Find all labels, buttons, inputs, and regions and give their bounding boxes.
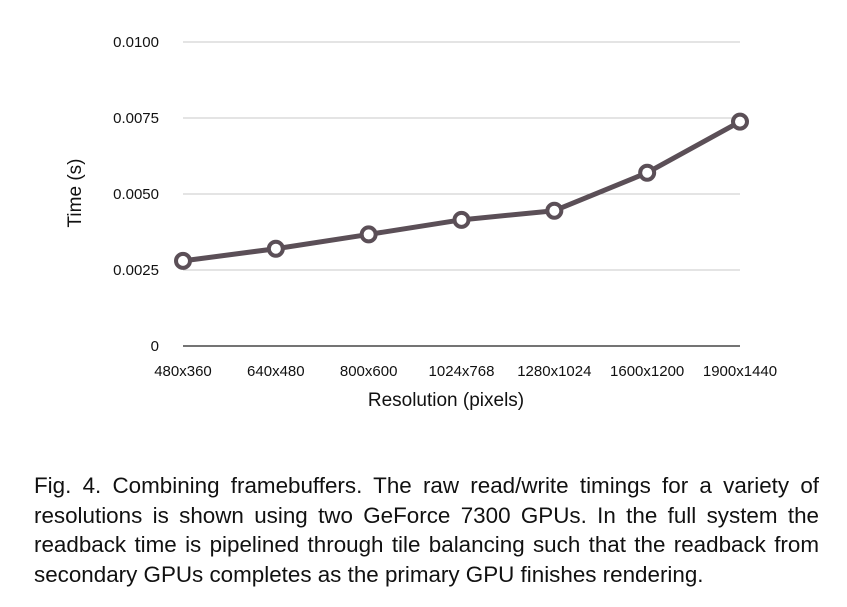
data-point: [731, 112, 749, 131]
line-chart: 0 0.0025 0.0050 0.0075 0.0100 480x360 640x480…: [65, 34, 777, 411]
y-tick-label: 0: [151, 338, 159, 355]
data-point: [545, 201, 564, 220]
x-tick-label: 1900x1440: [703, 363, 777, 380]
data-point: [266, 239, 285, 258]
y-axis-tick-labels: 0 0.0025 0.0050 0.0075 0.0100: [113, 34, 159, 355]
x-tick-label: 1600x1200: [610, 363, 684, 380]
data-point: [638, 163, 657, 182]
y-tick-label: 0.0100: [113, 34, 159, 51]
x-axis-tick-labels: 480x360 640x480 800x600 1024x768 1280x1024 16…: [154, 363, 777, 380]
series-group: [174, 112, 749, 270]
x-tick-label: 640x480: [247, 363, 305, 380]
figure-caption: Fig. 4. Combining framebuffers. The raw …: [34, 473, 819, 587]
data-point: [452, 210, 471, 229]
data-point: [174, 251, 192, 270]
y-tick-label: 0.0075: [113, 110, 159, 127]
line-chart-figure: 0 0.0025 0.0050 0.0075 0.0100 480x360 640x480…: [65, 34, 777, 411]
x-tick-label: 1024x768: [429, 363, 495, 380]
x-tick-label: 1280x1024: [517, 363, 591, 380]
x-tick-label: 480x360: [154, 363, 212, 380]
gridlines: [183, 41, 740, 347]
x-tick-label: 800x600: [340, 363, 398, 380]
series-line: [180, 119, 743, 264]
x-axis-title: Resolution (pixels): [368, 390, 524, 411]
data-point: [359, 225, 378, 244]
y-axis-title: Time (s): [65, 159, 86, 228]
y-tick-label: 0.0025: [113, 262, 159, 279]
y-tick-label: 0.0050: [113, 186, 159, 203]
